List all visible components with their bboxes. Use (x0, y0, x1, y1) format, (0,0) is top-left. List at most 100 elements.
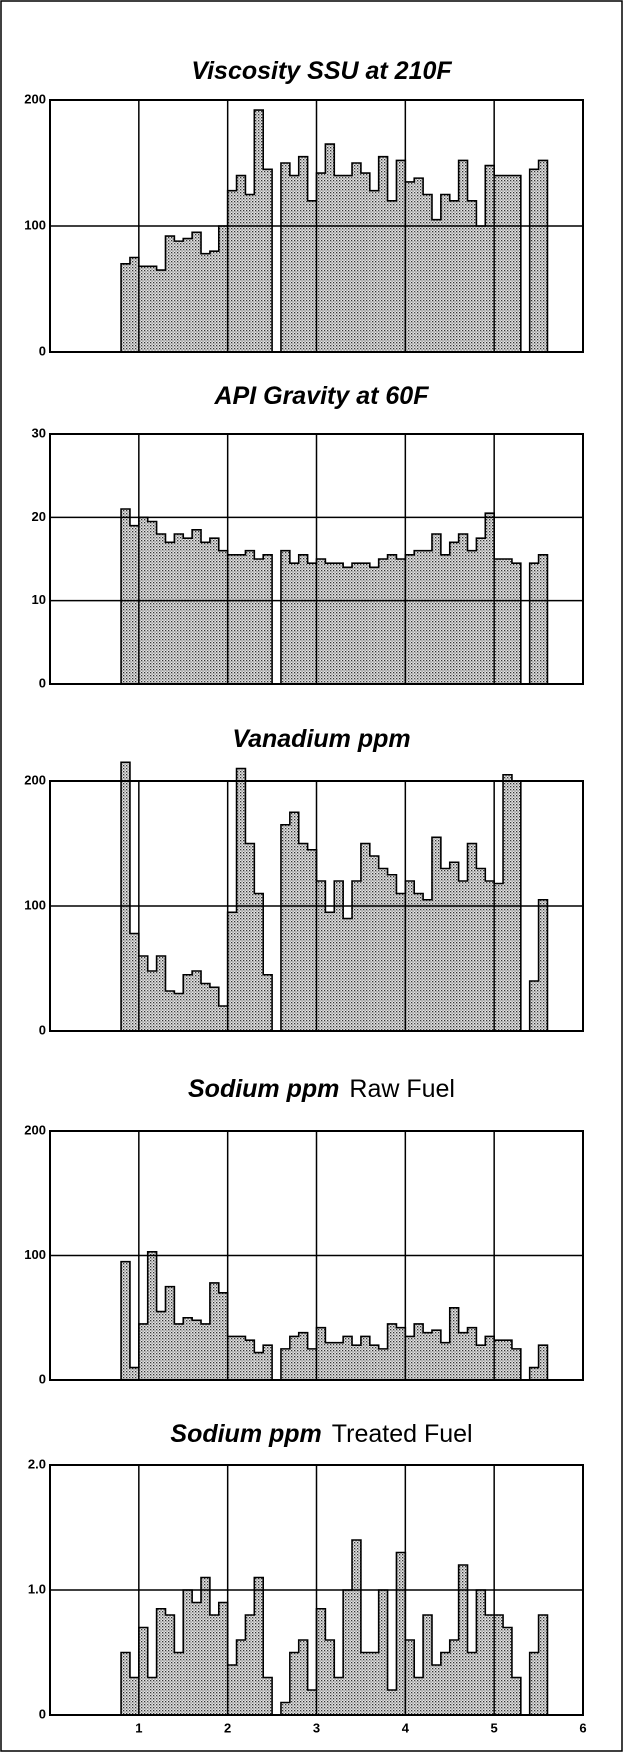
bar (209, 538, 219, 684)
bar (476, 538, 486, 684)
bar (289, 812, 299, 1031)
chart-title: Sodium ppm Raw Fuel (188, 1075, 455, 1103)
bar (165, 542, 175, 684)
bar (156, 1311, 166, 1380)
bar (511, 563, 521, 684)
plot-frame (49, 1130, 584, 1381)
chart-title: Sodium ppm Treated Fuel (170, 1420, 472, 1448)
bar (156, 956, 166, 1031)
bar (458, 1565, 468, 1715)
bar (440, 868, 450, 1031)
bar (423, 1615, 432, 1715)
bar (334, 175, 344, 352)
bar (476, 1590, 486, 1715)
bar (360, 1336, 370, 1380)
chart-title: API Gravity at 60F (214, 382, 430, 410)
bar (245, 550, 255, 684)
bar (236, 1640, 246, 1715)
title-main: Vanadium ppm (232, 725, 410, 753)
bar (289, 175, 299, 352)
bar (201, 253, 210, 352)
chart-title: Viscosity SSU at 210F (191, 57, 452, 85)
bar (343, 567, 353, 684)
bar (458, 160, 468, 352)
bar (360, 843, 370, 1031)
bar (227, 190, 237, 352)
y-tick-label: 100 (24, 1247, 46, 1262)
bars (121, 1540, 548, 1715)
bar (360, 1652, 370, 1715)
bar (343, 918, 353, 1031)
plot-frame (49, 99, 584, 353)
bar (467, 1652, 477, 1715)
bar (369, 190, 379, 352)
bar (476, 226, 486, 352)
bars (121, 1251, 548, 1380)
x-tick-label: 6 (579, 1720, 586, 1735)
bar (352, 881, 361, 1031)
bar (218, 1006, 228, 1031)
bar (494, 883, 504, 1031)
bar (138, 1627, 148, 1715)
bar (174, 993, 184, 1031)
bar (307, 1690, 317, 1715)
bar (183, 238, 193, 352)
bar (121, 263, 130, 352)
bar (467, 843, 477, 1031)
bar (387, 1323, 397, 1380)
bar (387, 1690, 397, 1715)
bar (378, 559, 388, 684)
bar (280, 550, 290, 684)
title-main: Viscosity SSU at 210F (191, 57, 452, 85)
bar (494, 1615, 504, 1715)
bar (369, 1345, 379, 1380)
bar (449, 1307, 459, 1380)
bar (503, 559, 512, 684)
bar (138, 266, 148, 352)
bar (192, 529, 202, 684)
bar (369, 856, 379, 1031)
bar (209, 1282, 219, 1380)
bar (183, 1590, 193, 1715)
bar (334, 563, 344, 684)
bar (218, 226, 228, 352)
bar (307, 200, 317, 352)
y-tick-label: 0 (39, 675, 46, 690)
bar (458, 1332, 468, 1380)
bar (227, 554, 237, 684)
bar (201, 542, 210, 684)
bar (396, 1552, 406, 1715)
bar (387, 554, 397, 684)
y-tick-label: 0 (39, 343, 46, 358)
bar (494, 1340, 504, 1380)
bar (458, 881, 468, 1031)
bar (378, 1348, 388, 1380)
bar (538, 1345, 548, 1380)
bar (414, 550, 424, 684)
bar (485, 1336, 495, 1380)
bar (165, 1286, 175, 1380)
y-tick-label: 10 (32, 592, 46, 607)
bar (334, 881, 344, 1031)
bar (298, 843, 308, 1031)
bar (218, 1602, 228, 1715)
title-main: Sodium ppm (188, 1075, 339, 1103)
bar (511, 1677, 521, 1715)
bar (307, 563, 317, 684)
plot-frame (49, 433, 584, 685)
bar (325, 1640, 335, 1715)
bar (467, 200, 477, 352)
step-outline (120, 761, 549, 1031)
title-main: API Gravity at 60F (214, 382, 430, 410)
bar (449, 200, 459, 352)
bar (316, 559, 326, 684)
bar (147, 266, 157, 352)
plot-frame (49, 1464, 584, 1716)
bar (494, 559, 504, 684)
bar (431, 1665, 441, 1715)
bar (414, 1323, 424, 1380)
bar (236, 1336, 246, 1380)
bar (440, 1652, 450, 1715)
bar (245, 1615, 255, 1715)
